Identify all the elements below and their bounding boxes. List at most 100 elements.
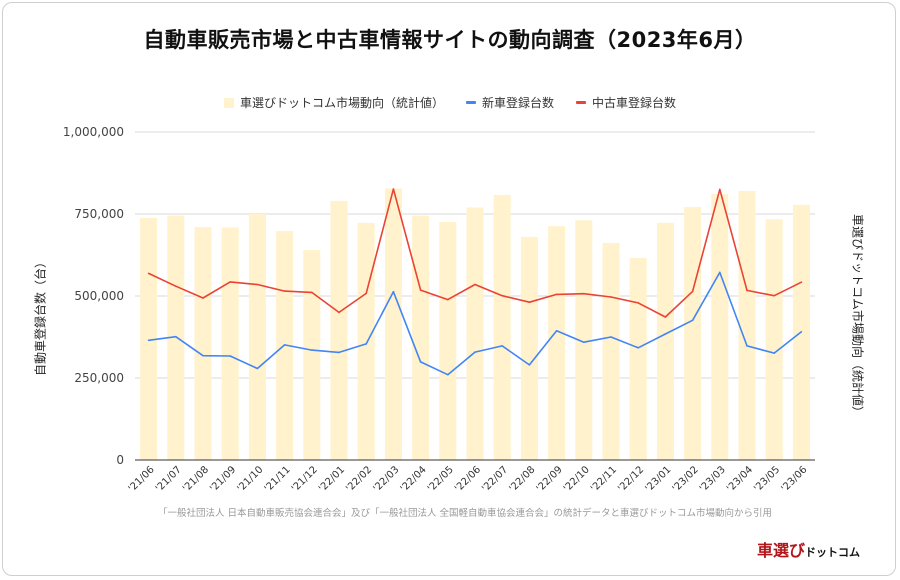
bar [330,200,348,460]
source-note: 「一般社団法人 日本自動車販売協会連合会」及び「一般社団法人 全国軽自動車協会連… [157,508,773,519]
data-point [800,330,803,333]
data-point [229,355,231,357]
legend-swatch-bar [223,97,234,108]
data-point [691,290,694,293]
x-tick-label: '22/03 [371,464,401,494]
bar [711,193,729,460]
y-tick-label: 750,000 [74,207,124,221]
data-point [800,281,803,284]
x-tick-label: '22/02 [344,464,374,494]
data-point [338,311,340,314]
data-point [501,345,504,347]
x-tick-label: '22/10 [562,464,592,494]
x-tick-label: '22/01 [317,464,347,494]
bar [303,250,321,460]
legend-swatch-line [465,101,476,104]
x-tick-label: '22/04 [399,464,429,494]
logo-sub: ドットコム [805,546,861,559]
data-point [256,283,259,286]
bar [167,215,185,460]
data-point [637,302,639,304]
data-point [528,364,531,366]
bar [738,191,756,461]
y-tick-label: 250,000 [74,371,124,385]
legend-label: 中古車登録台数 [592,96,677,110]
y-tick-label: 0 [116,453,124,467]
bar [466,207,484,460]
legend-label: 車選びドットコム市場動向（統計値） [239,96,444,110]
data-point [555,329,558,332]
x-tick-label: '23/01 [643,464,673,494]
x-tick-label: '23/04 [725,464,755,494]
data-point [637,347,639,349]
bar [384,188,402,460]
bar [548,226,566,460]
bar [493,194,511,460]
data-point [474,283,476,286]
x-tick-label: '21/07 [154,464,184,494]
data-point [147,339,150,342]
data-point [392,290,395,293]
x-tick-label: '23/06 [779,464,809,494]
legend-item-used-car: 中古車登録台数 [576,94,676,111]
bar [520,236,538,460]
bar [439,221,457,460]
legend-item-new-car: 新車登録台数 [465,94,554,111]
bar [656,222,674,460]
bar [194,227,212,460]
data-point [583,292,585,295]
logo: 車選びドットコム [757,537,860,561]
data-point [202,354,204,357]
data-point [447,298,449,301]
x-tick-label: '22/09 [535,464,565,494]
data-point [664,316,667,318]
legend-label: 新車登録台数 [481,96,554,110]
data-point [746,289,748,292]
data-point [365,292,368,295]
x-tick-label: '23/03 [698,464,728,494]
data-point [719,271,721,274]
data-point [773,294,775,297]
x-tick-label: '22/06 [453,464,483,494]
data-point [528,301,531,304]
data-point [773,352,775,354]
bar [602,242,620,460]
data-point [256,367,259,370]
x-tick-label: '21/08 [181,464,211,494]
data-point [175,285,177,287]
data-point [311,349,313,351]
bar [248,214,266,460]
x-tick-label: '22/05 [426,464,456,494]
data-point [664,333,667,335]
data-point [474,351,476,353]
data-point [338,351,340,354]
x-tick-label: '22/08 [507,464,537,494]
data-point [311,291,313,294]
x-tick-label: '22/07 [480,464,510,494]
data-point [447,373,449,376]
x-tick-label: '22/12 [616,464,646,494]
x-tick-label: '22/11 [589,464,619,494]
bar [765,219,783,460]
bar [575,220,593,460]
x-tick-label: '21/10 [235,464,265,494]
x-tick-label: '21/09 [208,464,238,494]
data-point [583,341,585,344]
bar [221,227,239,460]
legend-swatch-line [576,101,586,104]
data-point [419,289,422,291]
data-point [175,335,177,338]
logo-main: 車選び [757,541,806,560]
data-point [555,293,558,296]
x-tick-label: '23/05 [752,464,782,494]
legend-item-market-trend: 車選びドットコム市場動向（統計値） [223,94,444,111]
data-point [147,272,150,275]
x-tick-label: '21/06 [127,464,157,494]
data-point [691,319,694,322]
bar [357,222,375,460]
bar [629,257,647,460]
data-point [501,294,504,297]
data-point [202,297,204,299]
